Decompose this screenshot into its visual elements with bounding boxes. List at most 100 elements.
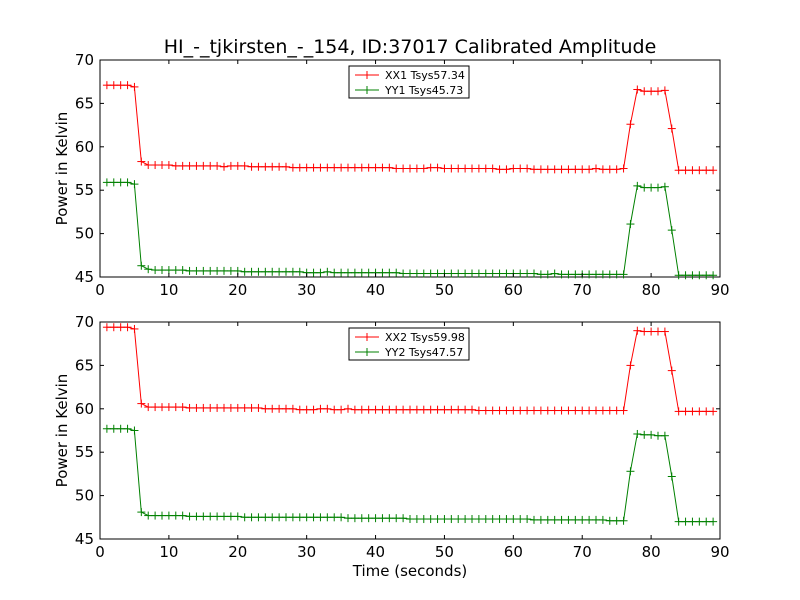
- data-point: [295, 513, 304, 522]
- x-axis-label: Time (seconds): [352, 562, 468, 580]
- data-point: [344, 268, 352, 277]
- data-point: [288, 267, 297, 276]
- data-point: [302, 163, 311, 172]
- data-point: [502, 406, 511, 415]
- data-point: [247, 267, 256, 276]
- data-point: [709, 517, 718, 526]
- x-tick-label: 40: [366, 281, 385, 299]
- data-point: [144, 511, 153, 520]
- data-point: [213, 403, 222, 412]
- data-point: [240, 161, 249, 170]
- data-point: [495, 165, 504, 174]
- data-point: [254, 513, 263, 522]
- data-point: [523, 269, 532, 278]
- x-tick-label: 50: [435, 543, 454, 561]
- data-point: [399, 514, 408, 523]
- legend-box: [348, 327, 470, 361]
- data-point: [633, 85, 642, 94]
- x-tick-label: 30: [297, 543, 316, 561]
- data-point: [288, 513, 297, 522]
- data-point: [605, 406, 614, 415]
- data-point: [171, 161, 180, 170]
- data-point: [681, 271, 690, 280]
- data-point: [109, 178, 118, 187]
- data-point: [171, 511, 180, 520]
- data-point: [137, 399, 146, 408]
- data-point: [695, 517, 704, 526]
- data-point: [164, 266, 173, 275]
- data-point: [454, 405, 463, 414]
- y-tick-label: 60: [75, 138, 94, 156]
- data-point: [399, 269, 408, 278]
- data-point: [564, 406, 573, 415]
- data-point: [433, 269, 442, 278]
- data-point: [344, 404, 352, 413]
- data-point: [647, 327, 656, 336]
- data-point: [447, 164, 456, 173]
- data-point: [440, 164, 449, 173]
- data-point: [536, 270, 545, 279]
- data-point: [468, 405, 476, 414]
- data-point: [261, 162, 270, 171]
- data-point: [240, 403, 249, 412]
- data-point: [323, 513, 332, 522]
- subplot-2: 0 10 20 30 40 50 60 70 80 90 45 50 55 60 65 70 Power in …: [53, 313, 730, 580]
- data-point: [185, 512, 194, 521]
- data-point: [130, 82, 139, 91]
- data-point: [619, 516, 628, 525]
- data-point: [240, 267, 249, 276]
- data-point: [654, 327, 662, 336]
- data-point: [447, 269, 456, 278]
- data-point: [412, 405, 421, 414]
- data-point: [564, 270, 573, 279]
- data-point: [578, 165, 587, 174]
- data-point: [454, 269, 463, 278]
- data-point: [557, 406, 566, 415]
- data-point: [640, 87, 649, 96]
- x-tick-label: 90: [710, 281, 729, 299]
- y-tick-label: 65: [75, 356, 94, 374]
- data-point: [474, 515, 483, 524]
- data-point: [674, 407, 683, 416]
- data-point: [406, 405, 414, 414]
- data-point: [364, 405, 373, 414]
- data-point: [654, 431, 662, 440]
- data-point: [185, 266, 194, 275]
- data-point: [612, 406, 621, 415]
- data-point: [640, 327, 649, 336]
- data-point: [516, 164, 525, 173]
- data-point: [406, 269, 414, 278]
- data-point: [702, 517, 711, 526]
- data-point: [337, 405, 346, 414]
- data-point: [447, 405, 456, 414]
- data-point: [316, 268, 325, 277]
- data-point: [350, 268, 359, 277]
- legend: XX2 Tsys59.98 YY2 Tsys47.57: [348, 327, 470, 361]
- data-point: [247, 162, 256, 171]
- data-point: [667, 472, 676, 481]
- data-point: [392, 164, 401, 173]
- data-point: [688, 407, 697, 416]
- data-point: [640, 430, 649, 439]
- x-tick-label: 90: [710, 543, 729, 561]
- x-tick-label: 0: [95, 543, 105, 561]
- data-point: [275, 162, 284, 171]
- legend-label: XX2 Tsys59.98: [385, 331, 465, 344]
- data-point: [268, 404, 277, 413]
- data-point: [516, 406, 525, 415]
- data-point: [412, 269, 421, 278]
- data-point: [626, 220, 635, 229]
- data-point: [240, 513, 249, 522]
- data-point: [254, 267, 263, 276]
- x-tick-label: 50: [435, 281, 454, 299]
- data-point: [454, 515, 463, 524]
- data-point: [254, 162, 263, 171]
- data-point: [123, 178, 132, 187]
- data-point: [233, 403, 242, 412]
- legend-entry: XX2 Tsys59.98: [355, 331, 465, 344]
- data-point: [474, 406, 483, 415]
- data-point: [605, 270, 614, 279]
- x-tick-label: 40: [366, 543, 385, 561]
- data-point: [474, 164, 483, 173]
